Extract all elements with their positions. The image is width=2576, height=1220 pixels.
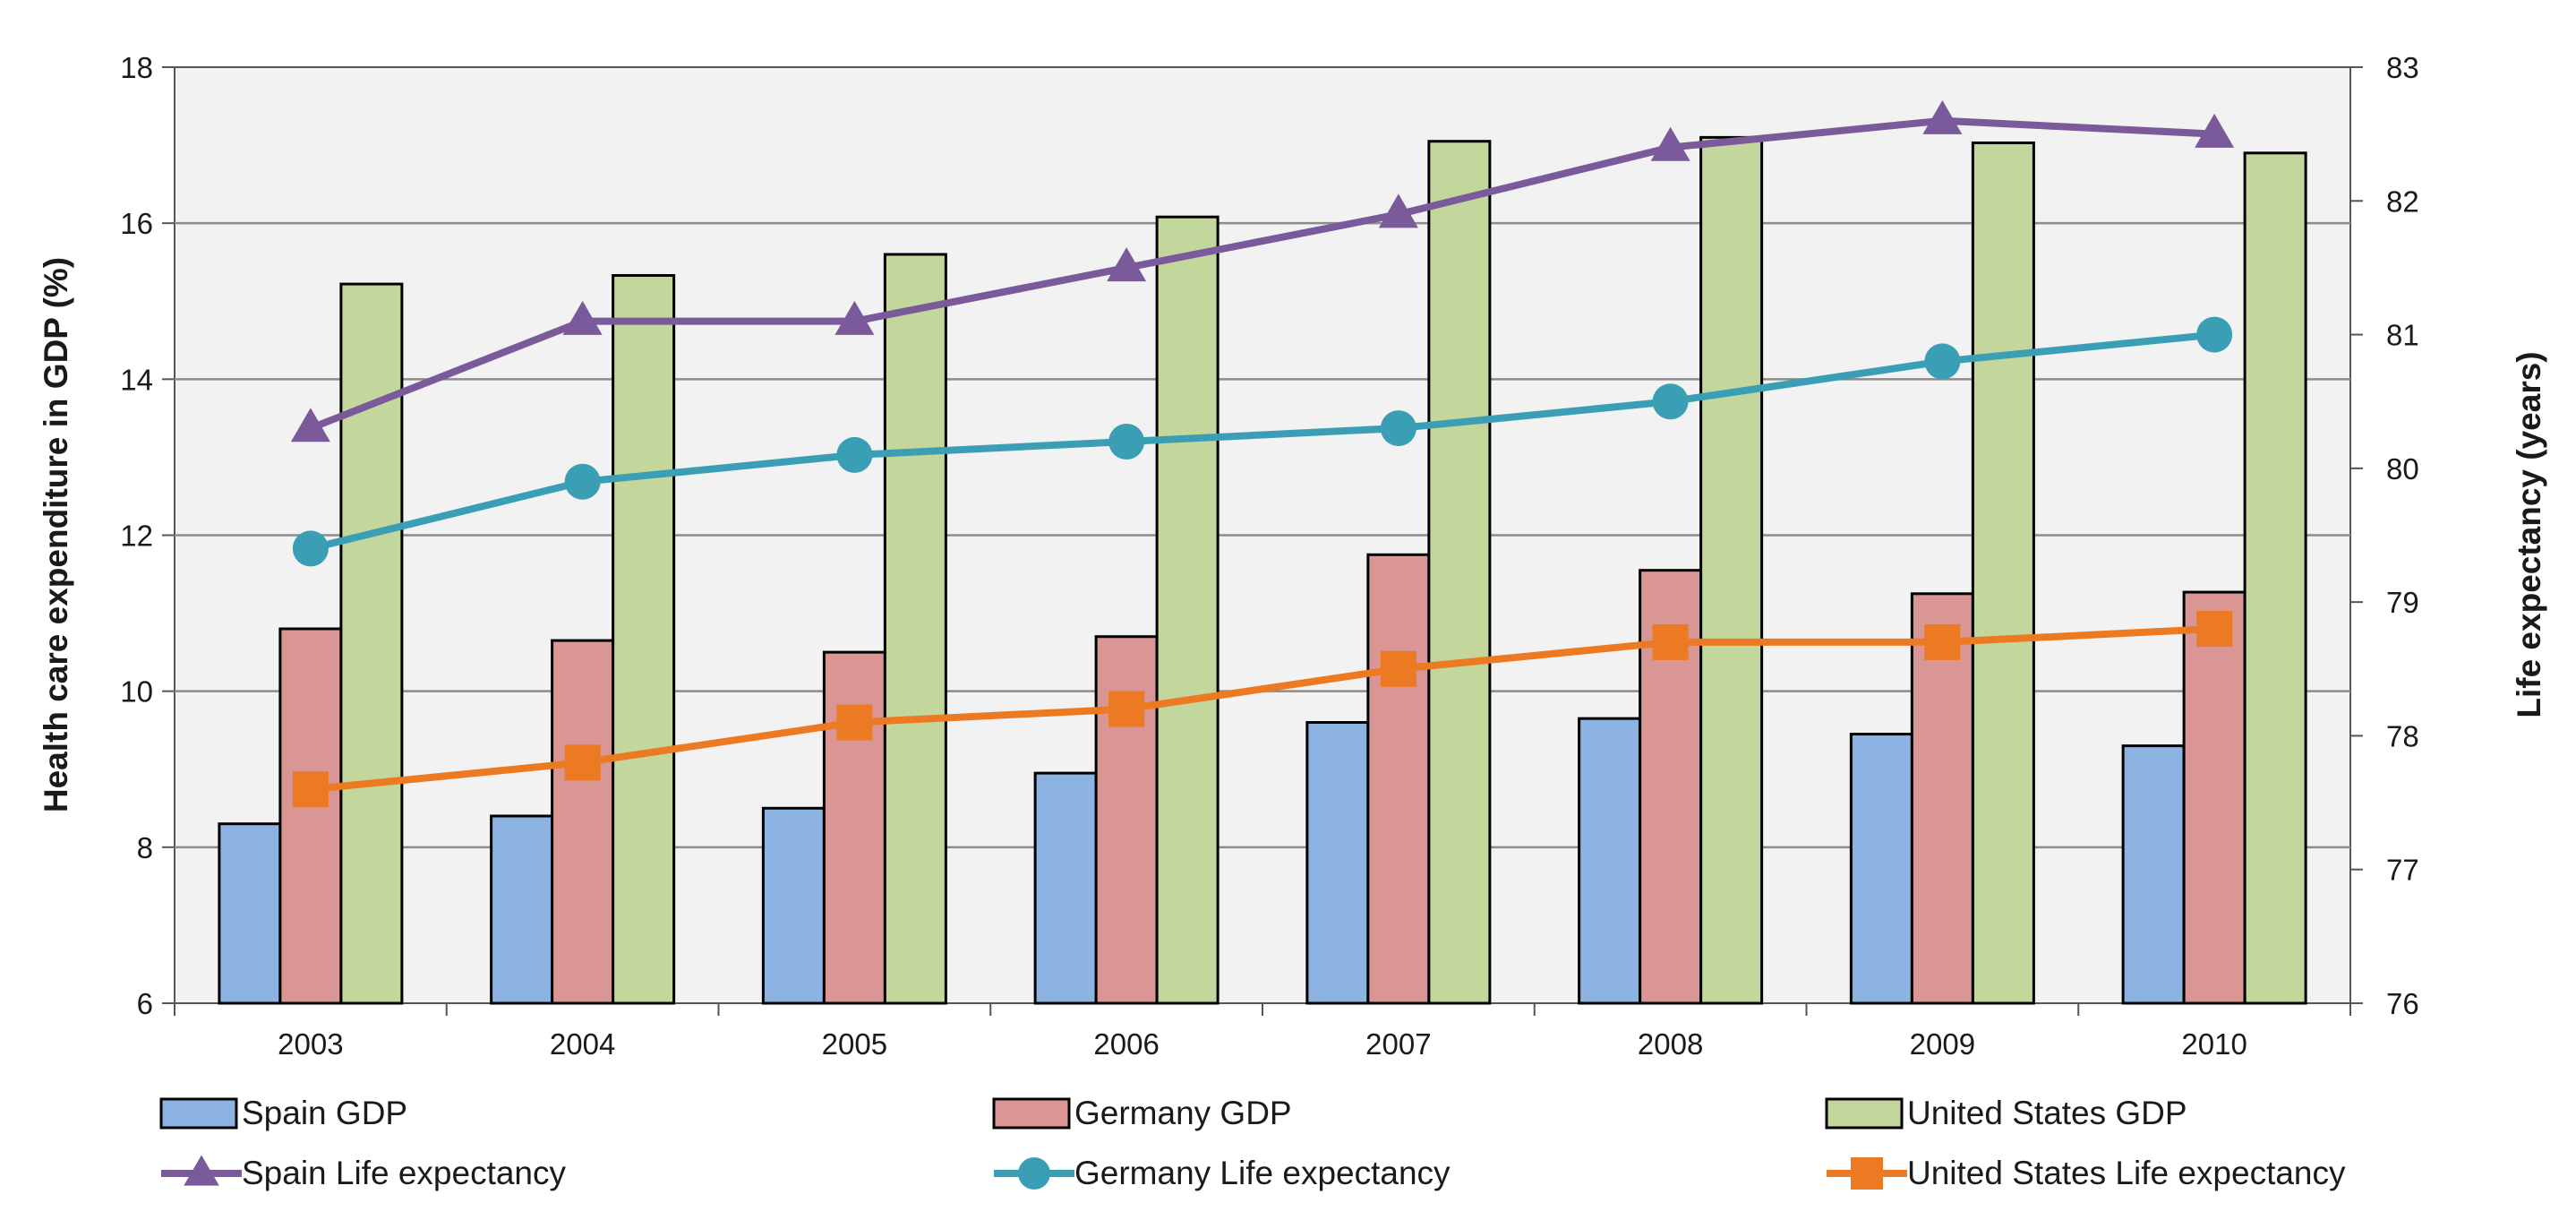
bar [1033, 771, 1098, 1005]
marker [562, 300, 603, 335]
x-tick-label: 2009 [1910, 1027, 1975, 1061]
lines [290, 99, 2235, 808]
marker [1380, 650, 1416, 687]
y2-tick-label: 80 [2386, 452, 2419, 485]
marker [1924, 623, 1961, 660]
x-tick-label: 2003 [278, 1027, 343, 1061]
bar [278, 627, 343, 1005]
bar [2121, 744, 2186, 1005]
x-tick-label: 2006 [1093, 1027, 1159, 1061]
marker [836, 704, 873, 741]
bar [1305, 721, 1370, 1005]
legend-label: Spain Life expectancy [242, 1155, 567, 1191]
legend-label: Germany GDP [1074, 1095, 1292, 1131]
bar [883, 253, 947, 1005]
marker [184, 1155, 219, 1186]
y2-tick-label: 81 [2386, 319, 2419, 352]
marker [1378, 193, 1418, 228]
bar [2182, 590, 2247, 1005]
bar [1427, 140, 1492, 1005]
x-tick-label: 2010 [2181, 1027, 2247, 1061]
marker [1652, 623, 1689, 660]
y2-axis-title: Life expectancy (years) [2511, 351, 2547, 717]
marker [1107, 247, 1147, 282]
y-tick-label: 6 [137, 987, 153, 1020]
bar [1699, 135, 1764, 1005]
marker [836, 436, 873, 473]
y2-tick-label: 78 [2386, 719, 2419, 752]
marker [2196, 316, 2233, 353]
marker [1650, 126, 1690, 161]
marker [1652, 383, 1689, 420]
legend-label: United States GDP [1907, 1095, 2187, 1131]
legend-swatch [159, 1097, 238, 1130]
bar [2243, 151, 2307, 1005]
x-tick-label: 2008 [1638, 1027, 1703, 1061]
marker [1018, 1157, 1050, 1190]
tick-labels: 6 8 10 12 14 16 18 76 77 78 79 80 81 82 83 2003 2004 2005… [120, 51, 2418, 1061]
x-tick-label: 2005 [822, 1027, 887, 1061]
marker [292, 771, 329, 808]
marker [1108, 691, 1145, 727]
marker [1108, 424, 1145, 460]
bar [761, 806, 826, 1005]
bar [1971, 141, 2035, 1005]
marker [564, 744, 601, 781]
legend-label: Spain GDP [242, 1095, 407, 1131]
marker [2195, 113, 2235, 148]
marker [2196, 611, 2233, 647]
bar [612, 274, 676, 1005]
marker [1851, 1157, 1883, 1190]
bar [1578, 717, 1642, 1005]
series-line [310, 625, 2215, 794]
y2-tick-label: 76 [2386, 987, 2419, 1020]
marker [1922, 99, 1963, 134]
legend: Spain GDP Germany GDP United States GDP Spa… [159, 1095, 2346, 1191]
y2-tick-label: 82 [2386, 185, 2419, 218]
bar [218, 822, 282, 1005]
marker [1380, 410, 1416, 447]
y-tick-label: 12 [120, 520, 153, 553]
y-tick-label: 18 [120, 51, 153, 84]
marker [564, 463, 601, 500]
legend-label: United States Life expectancy [1907, 1155, 2346, 1191]
bar [490, 814, 554, 1005]
x-tick-label: 2004 [550, 1027, 615, 1061]
bar [1849, 733, 1913, 1005]
y-tick-label: 14 [120, 363, 153, 396]
x-tick-label: 2007 [1365, 1027, 1431, 1061]
y2-tick-label: 77 [2386, 854, 2419, 887]
y-tick-label: 10 [120, 675, 153, 709]
bars [218, 135, 2307, 1005]
series-line [309, 116, 2215, 432]
y-tick-label: 16 [120, 207, 153, 240]
marker [834, 300, 875, 335]
marker [290, 408, 330, 442]
legend-swatch [1825, 1097, 1904, 1130]
bar [1366, 553, 1431, 1005]
marker [292, 530, 329, 567]
bar [1155, 215, 1220, 1005]
y2-tick-label: 79 [2386, 586, 2419, 619]
y2-tick-label: 83 [2386, 51, 2419, 84]
bar [551, 639, 615, 1005]
legend-swatch [992, 1097, 1071, 1130]
legend-label: Germany Life expectancy [1074, 1155, 1451, 1191]
marker [1924, 343, 1961, 380]
bar [1910, 592, 1974, 1005]
series-line [309, 331, 2215, 553]
bar [339, 282, 404, 1005]
axes [162, 66, 2363, 1016]
y-axis-title: Health care expenditure in GDP (%) [38, 257, 74, 812]
y-tick-label: 8 [137, 831, 153, 864]
